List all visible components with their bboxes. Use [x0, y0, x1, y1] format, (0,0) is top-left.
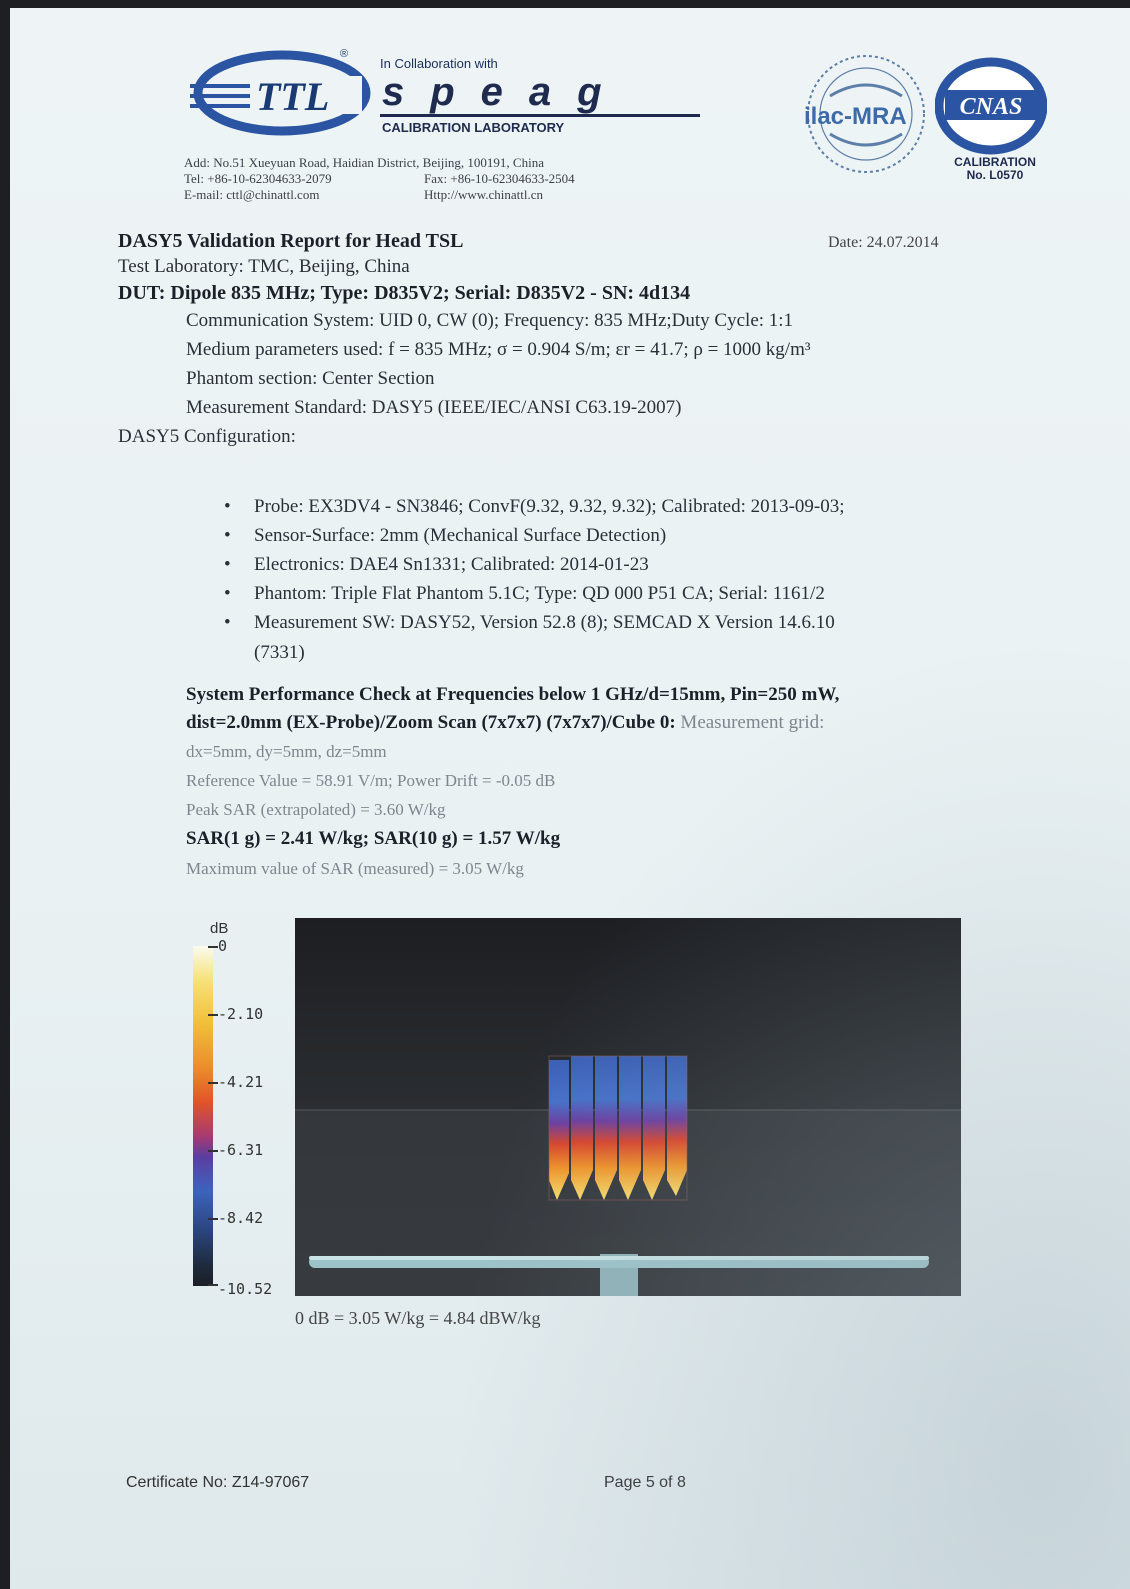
list-item: Sensor-Surface: 2mm (Mechanical Surface … [224, 525, 666, 547]
list-item-continuation: (7331) [254, 642, 305, 663]
measurement-grid-label: Measurement grid: [675, 712, 825, 733]
scale-tick [208, 1082, 218, 1084]
cnas-calibration-label: CALIBRATION [954, 155, 1036, 169]
list-item: Phantom: Triple Flat Phantom 5.1C; Type:… [224, 583, 825, 605]
speag-logo: speag [382, 70, 628, 114]
communication-system: Communication System: UID 0, CW (0); Fre… [186, 310, 794, 331]
spc-heading-line2: dist=2.0mm (EX-Probe)/Zoom Scan (7x7x7) … [186, 712, 824, 734]
scale-tick-label: -2.10 [218, 1005, 264, 1023]
cnas-text: CNAS [960, 94, 1023, 120]
test-laboratory: Test Laboratory: TMC, Beijing, China [118, 256, 410, 277]
tel-fax-line: Tel: +86-10-62304633-2079 Fax: +86-10-62… [184, 171, 575, 187]
report-date: Date: 24.07.2014 [828, 234, 939, 251]
certificate-number: Certificate No: Z14-97067 [126, 1474, 310, 1491]
cnas-logo: CNAS [935, 57, 1047, 155]
peak-sar: Peak SAR (extrapolated) = 3.60 W/kg [186, 800, 446, 819]
spc-heading-bold: dist=2.0mm (EX-Probe)/Zoom Scan (7x7x7) … [186, 712, 676, 733]
ilac-text: ilac-MRA [804, 103, 907, 130]
list-item: Electronics: DAE4 Sn1331; Calibrated: 20… [224, 554, 649, 576]
scale-tick-label: -8.42 [218, 1209, 264, 1227]
dasy-config-heading: DASY5 Configuration: [118, 426, 296, 447]
sar-values: SAR(1 g) = 2.41 W/kg; SAR(10 g) = 1.57 W… [186, 828, 561, 849]
address-line: Add: No.51 Xueyuan Road, Haidian Distric… [184, 155, 544, 170]
grid-spacing: dx=5mm, dy=5mm, dz=5mm [186, 742, 387, 761]
ttl-logo-text: TTL [256, 74, 329, 119]
scale-tick-label: -4.21 [218, 1073, 264, 1091]
list-item: Probe: EX3DV4 - SN3846; ConvF(9.32, 9.32… [224, 496, 845, 518]
scale-tick [208, 1284, 218, 1286]
scale-tick [208, 1218, 218, 1220]
measurement-standard: Measurement Standard: DASY5 (IEEE/IEC/AN… [186, 397, 682, 418]
scale-tick-label: -10.52 [218, 1280, 273, 1298]
reference-value: Reference Value = 58.91 V/m; Power Drift… [186, 771, 556, 790]
cnas-calibration: CALIBRATION No. L0570 [940, 156, 1050, 182]
max-sar: Maximum value of SAR (measured) = 3.05 W… [186, 859, 524, 878]
collab-text: In Collaboration with [380, 56, 498, 71]
phantom-section: Phantom section: Center Section [186, 368, 435, 389]
speag-underline [380, 114, 700, 117]
scale-tick-label: 0 [218, 937, 228, 955]
tel: Tel: +86-10-62304633-2079 [184, 171, 332, 186]
document-page: TTL ® In Collaboration with speag CALIBR… [10, 8, 1130, 1589]
list-item: Measurement SW: DASY52, Version 52.8 (8)… [224, 612, 835, 634]
sar-field-fins [548, 1055, 688, 1201]
scale-unit: dB [210, 920, 229, 937]
email: E-mail: cttl@chinattl.com [184, 187, 320, 202]
scale-caption: 0 dB = 3.05 W/kg = 4.84 dBW/kg [295, 1308, 541, 1328]
dut-line: DUT: Dipole 835 MHz; Type: D835V2; Seria… [118, 282, 691, 304]
email-http-line: E-mail: cttl@chinattl.com Http://www.chi… [184, 187, 544, 203]
color-scale-bar [193, 946, 213, 1286]
calibration-lab-text: CALIBRATION LABORATORY [382, 120, 565, 135]
scale-tick [208, 1014, 218, 1016]
address-block: Add: No.51 Xueyuan Road, Haidian Distric… [184, 155, 575, 203]
http: Http://www.chinattl.cn [424, 187, 544, 202]
scale-tick-label: -6.31 [218, 1141, 264, 1159]
ttl-logo: TTL [190, 50, 371, 136]
page-number: Page 5 of 8 [604, 1474, 686, 1491]
fax: Fax: +86-10-62304633-2504 [424, 171, 575, 186]
scale-tick [208, 946, 218, 948]
report-title: DASY5 Validation Report for Head TSL [118, 230, 464, 252]
sar-visualization [295, 918, 961, 1296]
registered-mark: ® [340, 48, 349, 60]
dipole-antenna [309, 1254, 929, 1296]
spc-heading-line1: System Performance Check at Frequencies … [186, 684, 840, 705]
medium-parameters: Medium parameters used: f = 835 MHz; σ =… [186, 339, 811, 360]
scale-tick [208, 1150, 218, 1152]
cnas-number: No. L0570 [966, 168, 1024, 182]
ilac-mra-seal: ilac-MRA [804, 55, 925, 173]
